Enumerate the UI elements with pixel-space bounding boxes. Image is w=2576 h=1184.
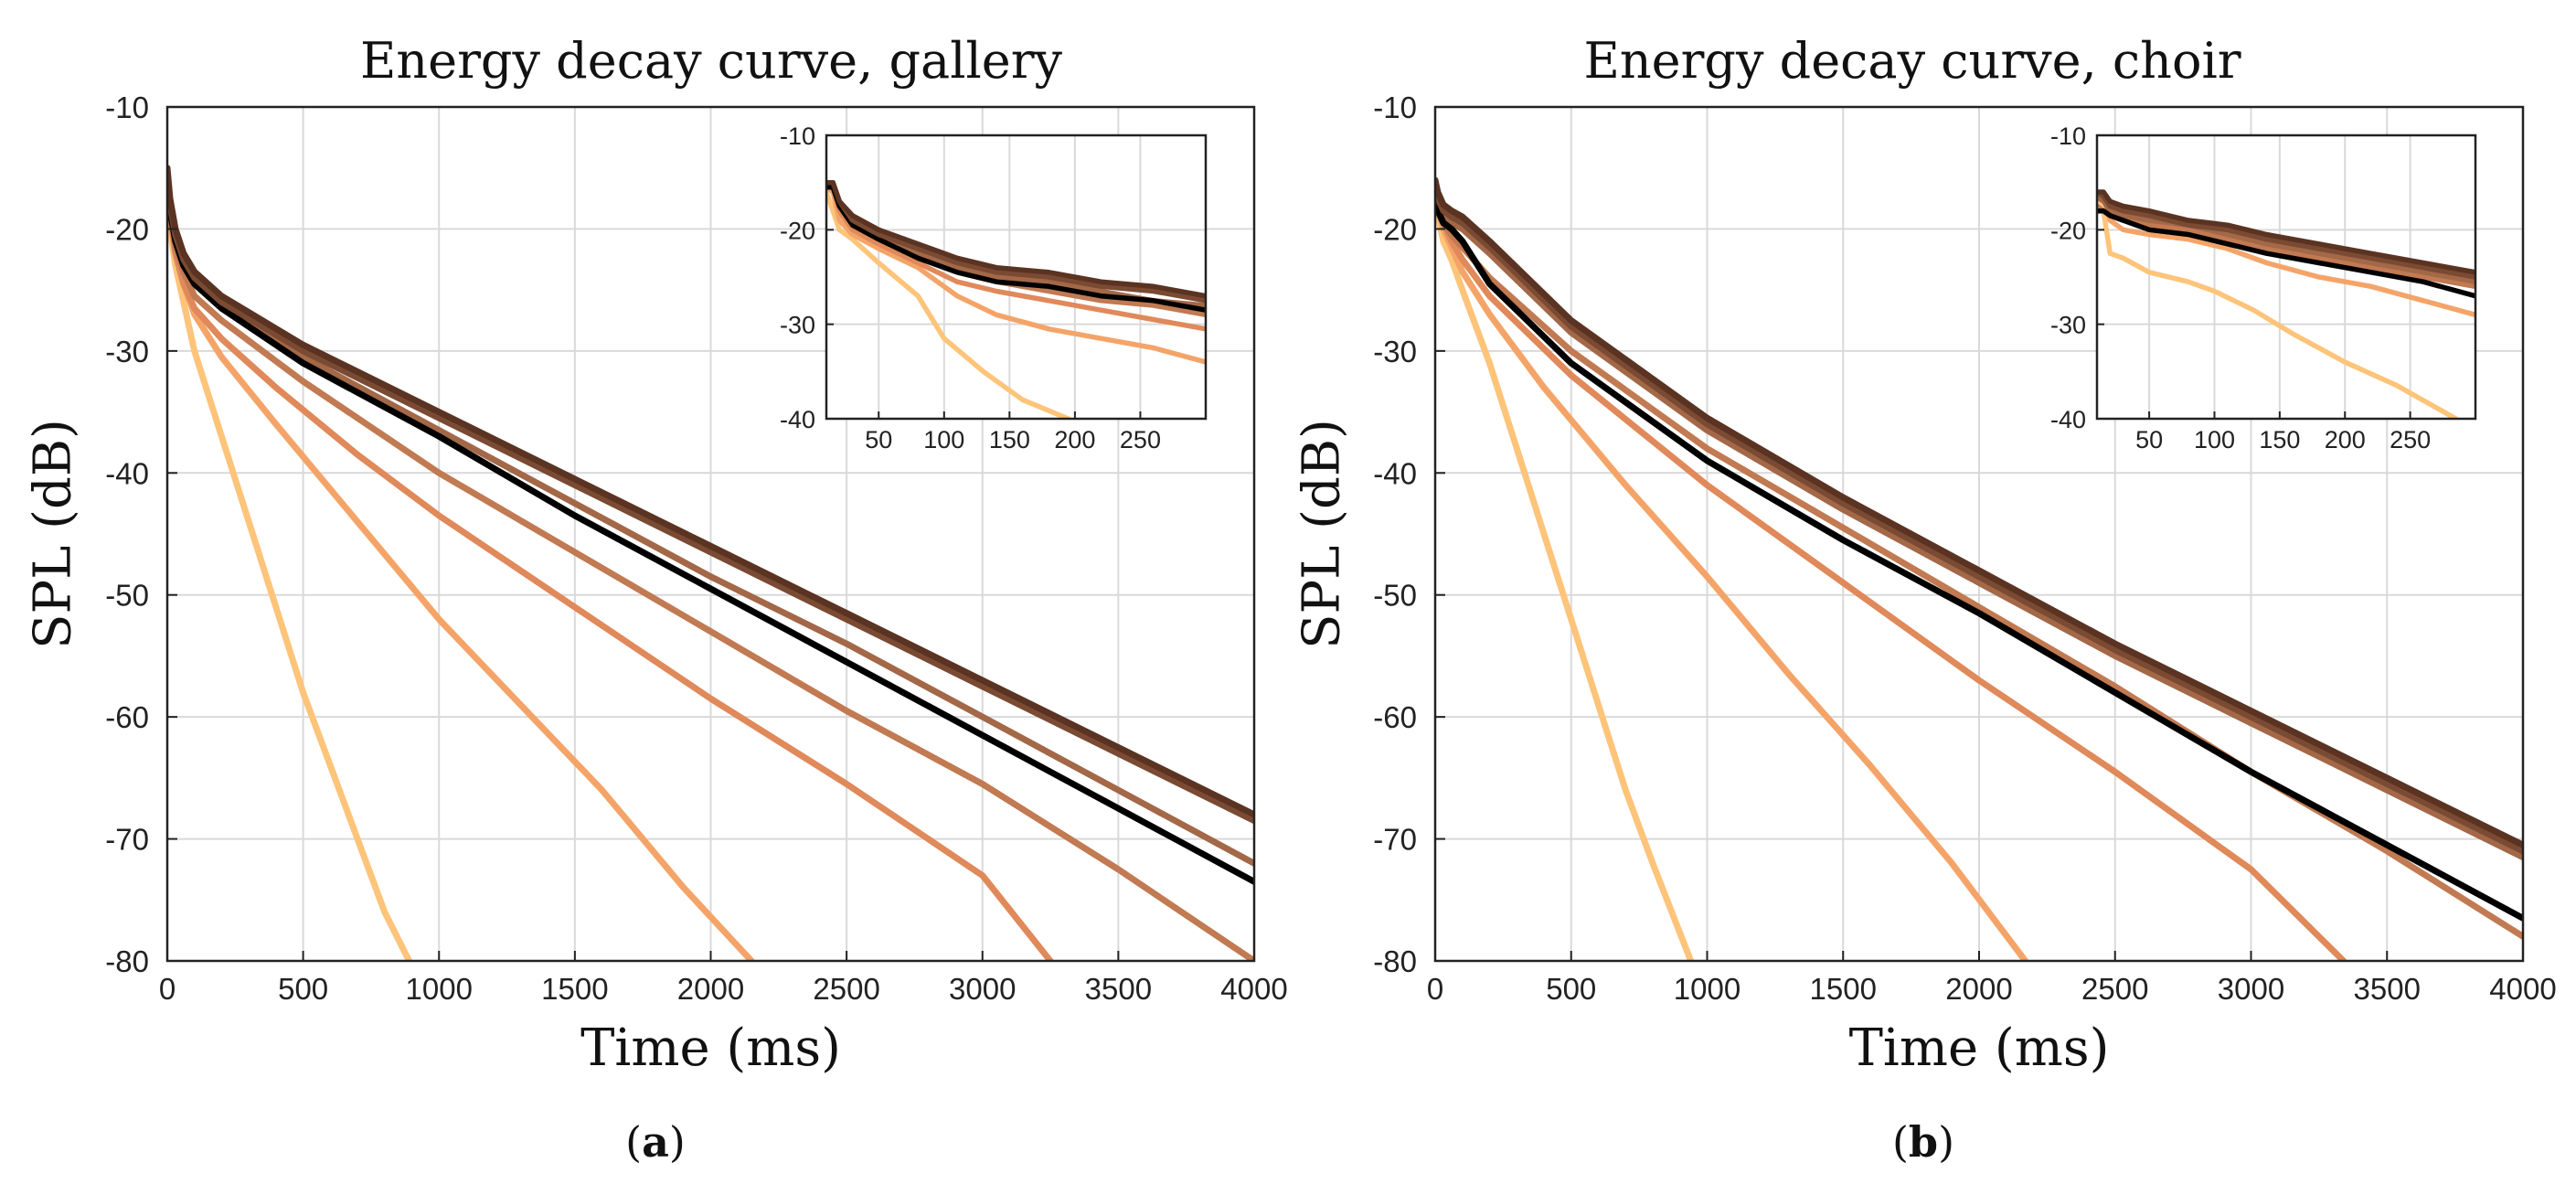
panel-b-y-axis-label: SPL (dB): [1293, 419, 1352, 649]
panel-b-curve-6: [1435, 201, 2523, 922]
panel-a-y-tick-label: -30: [105, 335, 149, 368]
panel-b-title: Energy decay curve, choir: [1583, 32, 2241, 90]
panel-a-curve-8: [167, 165, 1254, 818]
panel-a-x-axis-label: Time (ms): [580, 1019, 841, 1078]
panel-b-inset-y-tick-label: -20: [2050, 217, 2086, 244]
panel-a-inset-y-tick-label: -10: [780, 123, 815, 150]
panel-b-x-tick-label: 2500: [2081, 972, 2148, 1006]
panel-b-inset-x-tick-label: 50: [2135, 426, 2163, 453]
panel-a-x-tick-label: 2500: [813, 972, 879, 1006]
panel-b-y-tick-label: -80: [1373, 944, 1417, 978]
panel-b-inset-x-tick-label: 250: [2390, 426, 2431, 453]
panel-a-y-tick-label: -20: [105, 212, 149, 246]
panel-b-y-tick-label: -30: [1373, 335, 1417, 368]
panel-b-x-axis-label: Time (ms): [1849, 1019, 2110, 1078]
panel-b-inset: 50 100 150 200 250 -10 -20 -30 -40: [2050, 123, 2477, 453]
panel-b-x-tick-label: 3500: [2354, 972, 2421, 1006]
panel-a-y-tick-label: -50: [105, 579, 149, 613]
panel-a-inset-inset-curve-1: [826, 189, 1071, 419]
panel-a-title: Energy decay curve, gallery: [360, 32, 1063, 90]
panel-b-curve-8: [1435, 176, 2523, 848]
panel-a-inset-x-tick-label: 250: [1120, 426, 1161, 453]
panel-b-inset-y-tick-label: -10: [2050, 123, 2086, 150]
panel-a-inset-y-tick-label: -30: [780, 312, 815, 339]
panel-b-inset-y-tick-label: -30: [2050, 312, 2086, 339]
panel-a-x-tick-label: 3000: [949, 972, 1016, 1006]
panel-b-y-tick-label: -60: [1373, 700, 1417, 734]
panel-a-x-tick-label: 1000: [406, 972, 473, 1006]
panel-a-inset-x-tick-label: 100: [923, 426, 964, 453]
panel-b-y-tick-label: -50: [1373, 579, 1417, 613]
panel-a-x-tick-label: 4000: [1220, 972, 1287, 1006]
panel-b-x-tick-label: 1500: [1810, 972, 1877, 1006]
panel-a-inset-series-group: [826, 179, 1206, 419]
panel-b-y-tick-label: -10: [1373, 91, 1417, 124]
panel-b-inset-x-tick-label: 150: [2259, 426, 2300, 453]
panel-a-inset-x-tick-label: 150: [989, 426, 1030, 453]
panel-a-y-tick-label: -10: [105, 91, 149, 124]
panel-b-inset-inset-curve-7: [2097, 189, 2475, 280]
panel-a-y-tick-label: -40: [105, 456, 149, 490]
panel-a-y-axis-label: SPL (dB): [24, 419, 83, 649]
panel-a-inset-inset-curve-8: [826, 179, 1206, 299]
panel-b-inset-x-tick-label: 100: [2194, 426, 2235, 453]
panel-a-inset-inset-curve-2: [826, 185, 1206, 365]
panel-b-x-tick-label: 1000: [1674, 972, 1740, 1006]
panel-a-inset-axes-frame: [825, 133, 1208, 421]
panel-a-x-tick-label: 3500: [1085, 972, 1152, 1006]
panel-a-subfigure-label: (a): [625, 1117, 686, 1167]
panel-b-inset-x-tick-label: 200: [2325, 426, 2366, 453]
panel-b-curve-5: [1435, 183, 2523, 861]
panel-a-inset-x-tick-label: 200: [1054, 426, 1095, 453]
panel-b-x-tick-label: 500: [1546, 972, 1596, 1006]
panel-a-x-tick-label: 2000: [677, 972, 744, 1006]
panel-a-inset-x-tick-label: 50: [865, 426, 892, 453]
panel-b-curve-1: [1435, 188, 1695, 961]
panel-a-x-tick-label: 0: [159, 972, 176, 1006]
panel-a-inset-y-tick-label: -40: [780, 406, 815, 433]
panel-a: Energy decay curve, gallery 0 500 1000 1500 2…: [24, 32, 1288, 1167]
panel-b-subfigure-label: (b): [1892, 1117, 1954, 1167]
panel-b-y-tick-label: -70: [1373, 823, 1417, 857]
panel-a-x-tick-label: 500: [278, 972, 328, 1006]
panel-b-x-tick-label: 2000: [1945, 972, 2012, 1006]
panel-a-y-tick-label: -70: [105, 823, 149, 857]
panel-b-y-tick-label: -20: [1373, 212, 1417, 246]
panel-b: Energy decay curve, choir 0 500 1000 1500 200…: [1293, 32, 2557, 1167]
panel-b-inset-series-group: [2097, 189, 2475, 419]
panel-a-y-tick-label: -60: [105, 700, 149, 734]
panel-b-inset-inset-curve-1: [2097, 198, 2459, 419]
panel-b-inset-axes-frame: [2095, 133, 2477, 421]
panel-b-x-tick-label: 3000: [2218, 972, 2284, 1006]
panel-b-inset-inset-curve-8: [2097, 189, 2475, 275]
panel-b-curve-7: [1435, 176, 2523, 855]
panel-a-inset-y-tick-label: -20: [780, 217, 815, 244]
panel-b-x-tick-label: 4000: [2489, 972, 2556, 1006]
panel-a-x-tick-label: 1500: [541, 972, 608, 1006]
panel-a-series-group: [167, 165, 1254, 961]
panel-b-x-tick-label: 0: [1427, 972, 1443, 1006]
panel-b-inset-inset-curve-6: [2097, 208, 2475, 299]
panel-b-y-tick-label: -40: [1373, 456, 1417, 490]
panel-b-inset-y-tick-label: -40: [2050, 406, 2086, 433]
panel-a-y-tick-label: -80: [105, 944, 149, 978]
panel-a-inset: 50 100 150 200 250 -10 -20 -30 -40: [780, 123, 1208, 453]
